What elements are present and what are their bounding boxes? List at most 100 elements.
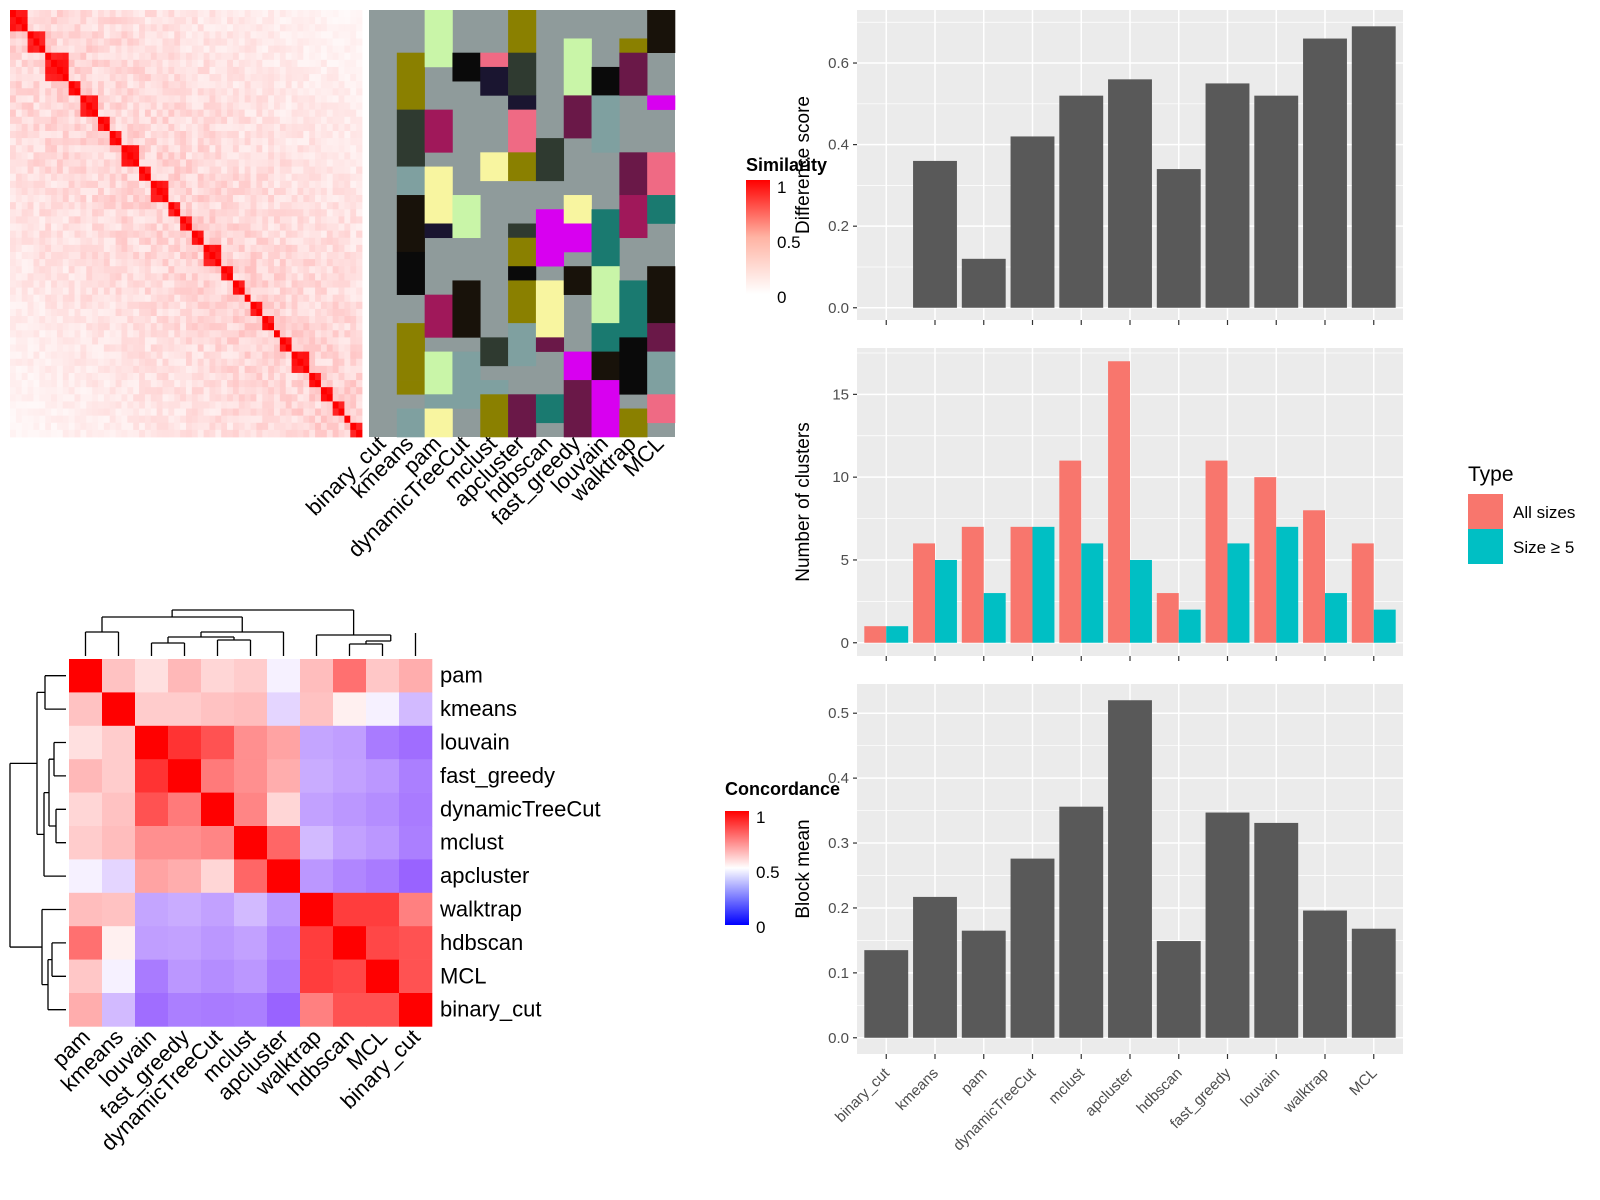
similarity-cell (232, 387, 240, 395)
similarity-cell (39, 301, 46, 310)
similarity-cell (39, 372, 46, 381)
similarity-cell (74, 330, 81, 338)
concordance-cell (168, 826, 202, 860)
similarity-cell (98, 152, 105, 160)
similarity-cell (150, 66, 158, 75)
similarity-cell (309, 59, 316, 68)
similarity-cell (221, 365, 228, 374)
similarity-cell (144, 145, 152, 153)
similarity-cell (68, 187, 75, 196)
similarity-cell (268, 230, 275, 239)
similarity-cell (86, 323, 93, 331)
similarity-cell (285, 95, 292, 103)
similarity-cell (68, 180, 75, 189)
similarity-cell (256, 429, 263, 438)
similarity-cell (297, 259, 304, 267)
similarity-cell (10, 159, 17, 167)
concordance-cell (300, 926, 334, 960)
similarity-cell (144, 202, 152, 210)
similarity-cell (121, 244, 128, 253)
similarity-cell (86, 102, 93, 111)
similarity-cell (133, 17, 140, 25)
similarity-cell (203, 316, 210, 324)
similarity-cell (315, 372, 322, 381)
similarity-cell (92, 280, 99, 288)
similarity-cell (326, 251, 334, 260)
similarity-cell (268, 102, 275, 111)
similarity-cell (256, 159, 263, 167)
similarity-cell (274, 202, 281, 210)
similarity-cell (291, 209, 298, 217)
similarity-cell (303, 138, 310, 146)
similarity-cell (150, 130, 158, 139)
similarity-cell (174, 223, 181, 232)
similarity-cell (326, 66, 334, 75)
concordance-legend-bar (725, 811, 749, 925)
similarity-cell (191, 372, 199, 381)
similarity-cell (68, 244, 75, 253)
similarity-cell (174, 273, 181, 281)
similarity-cell (209, 123, 216, 132)
similarity-cell (86, 230, 93, 239)
similarity-cell (109, 145, 116, 153)
similarity-cell (221, 31, 228, 39)
similarity-cell (174, 408, 181, 417)
similarity-cell (227, 66, 234, 75)
similarity-cell (344, 408, 351, 417)
similarity-cell (51, 344, 58, 352)
similarity-cell (98, 251, 105, 260)
similarity-cell (121, 59, 128, 68)
similarity-cell (191, 408, 199, 417)
similarity-cell (238, 301, 246, 310)
similarity-cell (133, 130, 140, 139)
similarity-cell (268, 344, 275, 352)
similarity-cell (180, 344, 187, 352)
similarity-cell (315, 344, 322, 352)
similarity-cell (162, 31, 169, 39)
similarity-cell (168, 109, 175, 118)
similarity-cell (238, 180, 246, 189)
similarity-cell (221, 17, 228, 25)
similarity-cell (291, 230, 298, 239)
similarity-cell (203, 152, 210, 160)
similarity-cell (33, 81, 40, 89)
similarity-cell (162, 287, 169, 296)
similarity-cell (232, 323, 240, 331)
similarity-cell (62, 173, 70, 182)
similarity-cell (121, 266, 128, 274)
similarity-cell (326, 31, 334, 39)
similarity-cell (174, 109, 181, 118)
similarity-cell (27, 294, 34, 303)
similarity-cell (303, 95, 310, 103)
similarity-cell (45, 159, 52, 167)
similarity-cell (309, 280, 316, 288)
similarity-cell (92, 17, 99, 25)
similarity-cell (15, 145, 23, 153)
similarity-cell (33, 266, 40, 274)
similarity-cell (291, 287, 298, 296)
similarity-cell (74, 344, 81, 352)
similarity-cell (51, 116, 58, 125)
similarity-cell (221, 244, 228, 253)
similarity-cell (68, 59, 75, 68)
concordance-cell (366, 959, 400, 994)
similarity-cell (350, 138, 357, 146)
similarity-cell (133, 152, 140, 160)
similarity-cell (45, 280, 52, 288)
similarity-cell (332, 195, 339, 203)
similarity-cell (221, 145, 228, 153)
similarity-cell (315, 316, 322, 324)
similarity-cell (238, 45, 246, 54)
similarity-cell (285, 316, 292, 324)
similarity-cell (127, 237, 134, 246)
similarity-cell (10, 145, 17, 153)
similarity-cell (209, 308, 216, 317)
similarity-cell (98, 216, 105, 224)
similarity-cell (350, 216, 357, 224)
bar (1205, 83, 1250, 308)
similarity-cell (56, 17, 64, 25)
similarity-cell (115, 17, 122, 25)
bar-all-sizes (1010, 526, 1033, 643)
similarity-cell (297, 337, 304, 345)
similarity-cell (174, 159, 181, 167)
